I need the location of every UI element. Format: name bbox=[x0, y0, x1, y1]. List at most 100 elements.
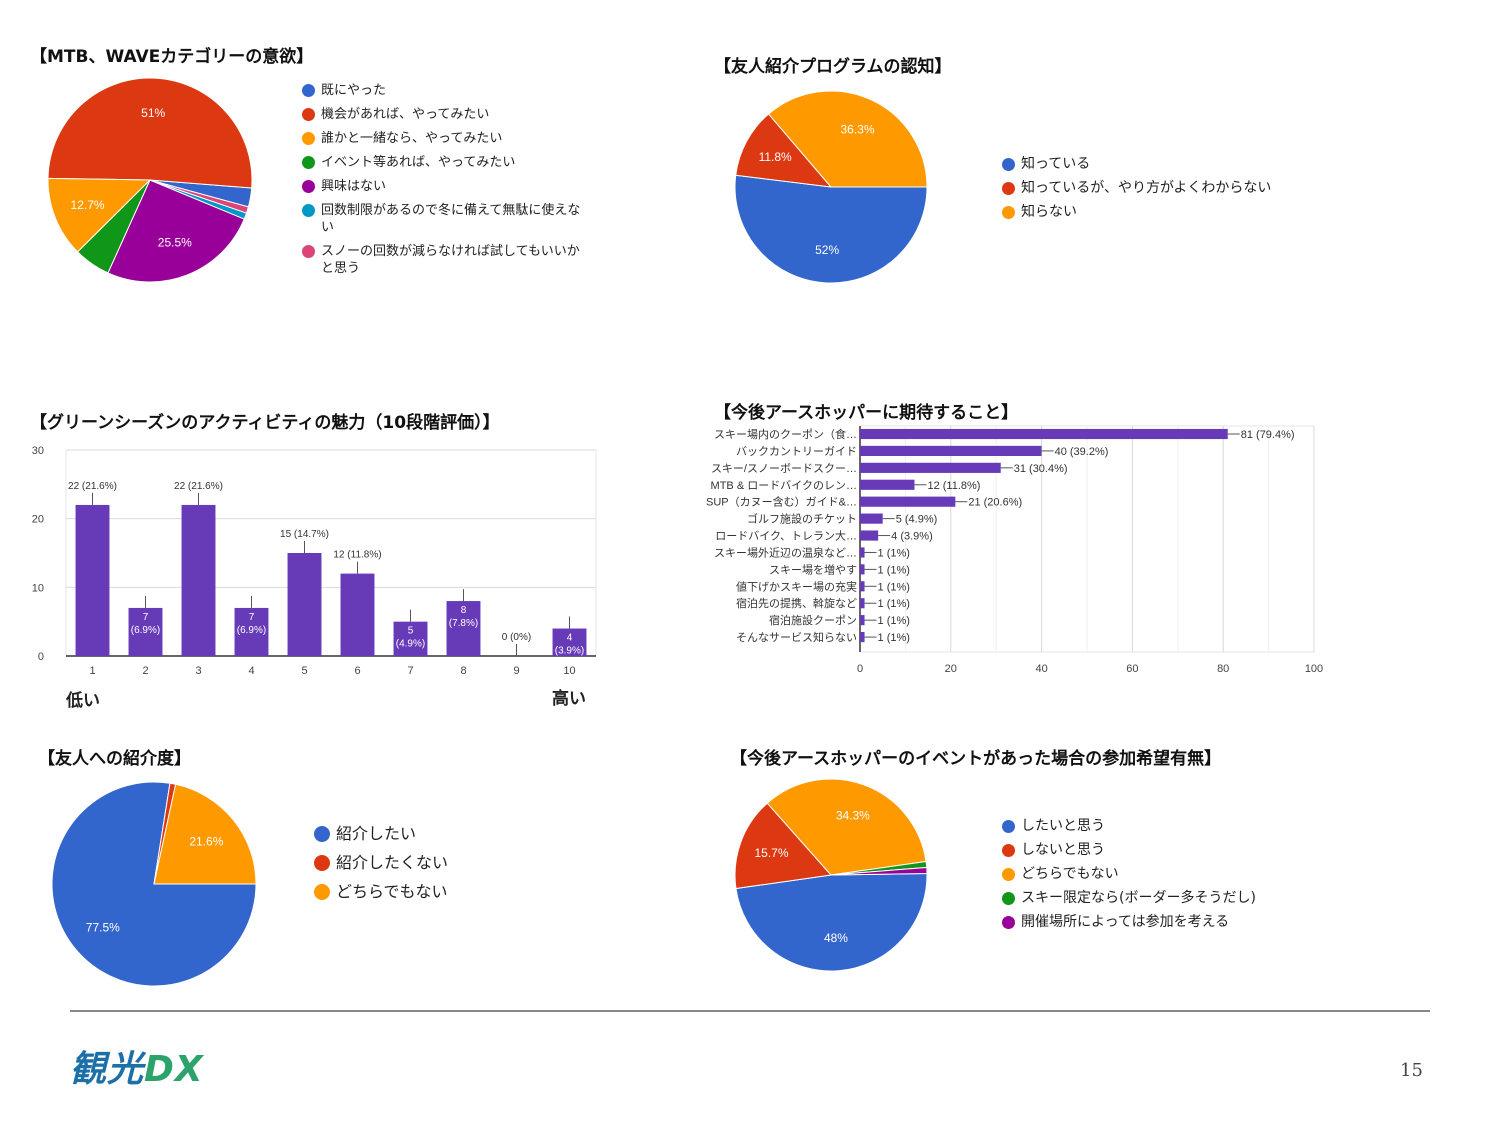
referral-legend-label-1: 知っているが、やり方がよくわからない bbox=[1021, 180, 1272, 196]
expect-value-label-2: 31 (30.4%) bbox=[1014, 463, 1068, 475]
event-legend-label-0: したいと思う bbox=[1021, 818, 1105, 834]
mtb-legend-swatch-3 bbox=[302, 156, 315, 169]
expect-bar-8 bbox=[860, 564, 865, 575]
high-label: 高い bbox=[552, 689, 586, 709]
expect-bar-0 bbox=[860, 428, 1228, 440]
expect-category-label-0: スキー場内のクーポン（食… bbox=[714, 427, 857, 441]
friend-slice-label-2: 21.6% bbox=[189, 835, 223, 849]
friend-legend-swatch-2 bbox=[314, 884, 330, 900]
expect-bar-6 bbox=[860, 530, 879, 541]
event-legend: したいと思う しないと思うどちらでもないスキー限定なら(ボーダー多そうだし) 開催場… bbox=[1002, 818, 1322, 938]
expect-category-label-11: 宿泊施設クーポン bbox=[769, 613, 857, 627]
green-value-label-1: 7 (6.9%) bbox=[131, 612, 160, 636]
expect-bar-11 bbox=[860, 615, 865, 626]
green-xtick-7: 8 bbox=[460, 665, 466, 677]
green-bar-7 bbox=[446, 601, 481, 656]
mtb-pie-chart: 51% 12.7% 25.5% bbox=[47, 77, 253, 283]
green-value-label-5: 12 (11.8%) bbox=[333, 550, 381, 561]
mtb-legend-label-1: 機会があれば、やってみたい bbox=[321, 107, 490, 122]
expect-bar-1 bbox=[860, 445, 1042, 456]
mtb-legend-swatch-2 bbox=[302, 132, 315, 145]
green-bar-2 bbox=[181, 504, 216, 656]
mtb-slice-1 bbox=[47, 77, 253, 189]
expect-xtick-3: 60 bbox=[1126, 663, 1138, 675]
expect-bar-3 bbox=[860, 479, 915, 490]
event-slice-2 bbox=[766, 778, 927, 876]
referral-legend-swatch-0 bbox=[1002, 158, 1015, 171]
referral-chart-title: 【友人紹介プログラムの認知】 bbox=[714, 57, 952, 77]
friend-slice-0 bbox=[51, 781, 257, 987]
green-value-label-3: 7 (6.9%) bbox=[237, 612, 266, 636]
event-legend-label-3: スキー限定なら(ボーダー多そうだし) bbox=[1021, 890, 1256, 906]
expect-value-label-3: 12 (11.8%) bbox=[927, 480, 980, 492]
event-legend-label-4: 開催場所によっては参加を考える bbox=[1021, 914, 1230, 930]
mtb-legend-label-4: 興味はない bbox=[321, 179, 387, 194]
expect-xtick-1: 20 bbox=[945, 663, 957, 675]
expect-category-label-9: 値下げかスキー場の充実 bbox=[736, 579, 857, 593]
expect-category-label-6: ロードバイク、トレラン大… bbox=[715, 529, 857, 543]
expect-xtick-2: 40 bbox=[1035, 663, 1047, 675]
referral-slice-1 bbox=[735, 113, 833, 188]
referral-slice-label-0: 52% bbox=[815, 243, 839, 257]
friend-legend-label-1: 紹介したくない bbox=[336, 853, 449, 872]
event-legend-swatch-0 bbox=[1002, 820, 1015, 833]
green-value-label-2: 22 (21.6%) bbox=[174, 481, 223, 492]
expect-category-label-1: バックカントリーガイド bbox=[736, 445, 857, 458]
referral-legend-swatch-2 bbox=[1002, 206, 1015, 219]
event-slice-label-2: 34.3% bbox=[836, 809, 870, 823]
event-legend-item-3: スキー限定なら(ボーダー多そうだし) bbox=[1002, 890, 1322, 907]
expect-xtick-5: 100 bbox=[1305, 663, 1323, 675]
green-xtick-5: 6 bbox=[354, 665, 360, 677]
event-slice-4 bbox=[830, 866, 928, 876]
green-bar-5 bbox=[340, 573, 375, 656]
friend-legend-item-2: どちらでもない bbox=[314, 882, 534, 902]
referral-legend-item-1: 知っているが、やり方がよくわからない bbox=[1002, 180, 1302, 197]
kanko-dx-logo: 観光DX bbox=[70, 1040, 204, 1092]
mtb-slice-label-1: 51% bbox=[141, 106, 165, 120]
friend-legend-item-0: 紹介したい bbox=[314, 824, 534, 844]
mtb-legend-item-3: イベント等あれば、やってみたい bbox=[302, 154, 592, 171]
mtb-slice-6 bbox=[149, 179, 249, 214]
referral-pie-chart: 52% 11.8% 36.3% bbox=[734, 90, 928, 284]
event-legend-swatch-3 bbox=[1002, 892, 1015, 905]
expect-xtick-4: 80 bbox=[1217, 663, 1229, 675]
green-bar-6 bbox=[393, 621, 428, 656]
referral-legend-item-0: 知っている bbox=[1002, 156, 1302, 173]
expect-value-label-1: 40 (39.2%) bbox=[1055, 446, 1109, 458]
mtb-legend-label-3: イベント等あれば、やってみたい bbox=[321, 155, 516, 170]
referral-legend-label-0: 知っている bbox=[1021, 156, 1091, 172]
event-legend-swatch-1 bbox=[1002, 844, 1015, 857]
green-bar-chart: 0 10 20 30 22 (21.6%) 1 7 (6.9%) 2 22 (21.6%) 3 7 (6… bbox=[32, 445, 597, 677]
friend-legend-swatch-1 bbox=[314, 855, 330, 871]
expect-category-label-12: そんなサービス知らない bbox=[736, 630, 857, 644]
green-value-label-7: 8 (7.8%) bbox=[449, 605, 478, 629]
green-chart-title: 【グリーンシーズンのアクティビティの魅力（10段階評価）】 bbox=[30, 413, 500, 433]
mtb-legend: 既にやった機会があれば、やってみたい誰かと一緒なら、やってみたいイベント等あれば… bbox=[302, 82, 592, 284]
expect-category-label-7: スキー場外近辺の温泉など… bbox=[714, 545, 857, 559]
green-xtick-0: 1 bbox=[89, 665, 95, 677]
mtb-legend-label-6: スノーの回数が減らなければ試してもいいかと思う bbox=[321, 244, 580, 276]
green-bar-9 bbox=[552, 628, 587, 656]
mtb-legend-item-2: 誰かと一緒なら、やってみたい bbox=[302, 130, 592, 147]
event-legend-label-1: しないと思う bbox=[1021, 842, 1105, 858]
friend-pie-chart: 77.5% 21.6% bbox=[51, 781, 257, 987]
expect-bar-10 bbox=[860, 598, 865, 609]
mtb-slice-label-2: 12.7% bbox=[71, 198, 105, 212]
expect-category-label-4: SUP（カヌー含む）ガイド&… bbox=[706, 495, 857, 509]
expect-category-label-10: 宿泊先の提携、斡旋など bbox=[736, 596, 857, 610]
footer-divider bbox=[70, 1010, 1430, 1012]
mtb-legend-swatch-4 bbox=[302, 180, 315, 193]
expect-bar-7 bbox=[860, 547, 865, 558]
expect-category-label-8: スキー場を増やす bbox=[769, 563, 857, 576]
event-slice-label-0: 48% bbox=[824, 931, 848, 945]
event-legend-item-1: しないと思う bbox=[1002, 842, 1322, 859]
mtb-legend-swatch-1 bbox=[302, 108, 315, 121]
mtb-legend-label-0: 既にやった bbox=[321, 83, 387, 98]
expect-category-label-2: スキー/スノーボードスクー… bbox=[711, 462, 857, 475]
green-ytick-1: 10 bbox=[32, 582, 44, 594]
event-chart-title: 【今後アースホッパーのイベントがあった場合の参加希望有無】 bbox=[730, 749, 1222, 769]
expect-value-label-4: 21 (20.6%) bbox=[968, 497, 1022, 509]
event-legend-item-2: どちらでもない bbox=[1002, 866, 1322, 883]
event-legend-swatch-4 bbox=[1002, 916, 1015, 929]
expect-bar-12 bbox=[860, 632, 865, 643]
